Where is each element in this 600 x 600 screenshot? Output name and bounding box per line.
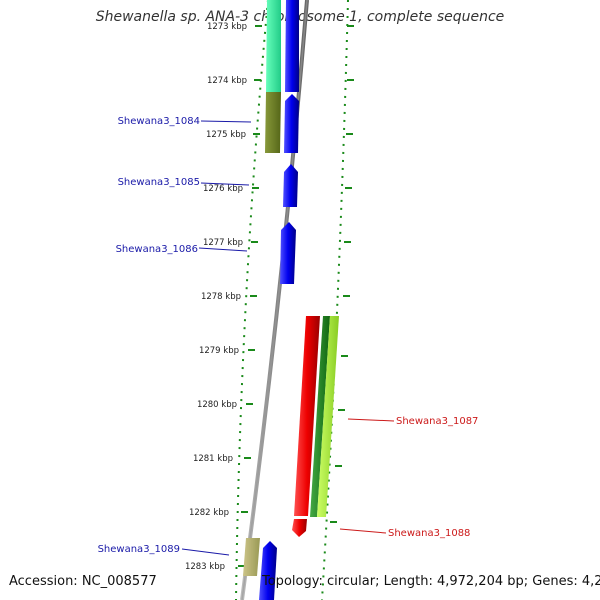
feature-yellow-green	[317, 316, 339, 517]
feature-khaki-block	[243, 538, 260, 576]
cds-shewana3-1084	[284, 94, 299, 153]
feature-teal-block	[266, 0, 281, 92]
feature-dark-green	[310, 316, 330, 517]
gene-label-shewana3-1087[interactable]: Shewana3_1087	[396, 416, 478, 427]
gene-label-shewana3-1088[interactable]: Shewana3_1088	[388, 528, 470, 539]
cds-shewana3-1087	[294, 316, 320, 516]
gene-label-shewana3-1086[interactable]: Shewana3_1086	[116, 244, 198, 255]
tick-label: 1280 kbp	[197, 400, 237, 410]
cds-shewana3-1085	[283, 164, 298, 207]
cds-shewana3-1086	[280, 222, 296, 284]
gene-label-shewana3-1084[interactable]: Shewana3_1084	[118, 116, 200, 127]
feature-olive-block	[265, 92, 281, 153]
tick-marks	[238, 25, 354, 567]
gene-label-shewana3-1089[interactable]: Shewana3_1089	[98, 544, 180, 555]
tick-label: 1283 kbp	[185, 562, 225, 572]
genome-summary-text: Topology: circular; Length: 4,972,204 bp…	[262, 574, 600, 589]
tick-label: 1282 kbp	[189, 508, 229, 518]
gene-label-shewana3-1085[interactable]: Shewana3_1085	[118, 177, 200, 188]
tick-label: 1278 kbp	[201, 292, 241, 302]
tick-label: 1277 kbp	[203, 238, 243, 248]
tick-label: 1281 kbp	[193, 454, 233, 464]
tick-label: 1276 kbp	[203, 184, 243, 194]
tick-label: 1275 kbp	[206, 130, 246, 140]
tick-label: 1273 kbp	[207, 22, 247, 32]
map-title: Shewanella sp. ANA-3 chromosome 1, compl…	[95, 9, 505, 25]
tick-label: 1279 kbp	[199, 346, 239, 356]
genome-backbone-inner	[241, 0, 308, 600]
cds-shewana3-1088	[292, 519, 307, 537]
cds-shewana3-1089	[259, 541, 277, 600]
tick-label: 1274 kbp	[207, 76, 247, 86]
accession-text: Accession: NC_008577	[9, 574, 157, 589]
label-leaders	[181, 120, 395, 556]
cds-forward-top	[285, 0, 299, 92]
